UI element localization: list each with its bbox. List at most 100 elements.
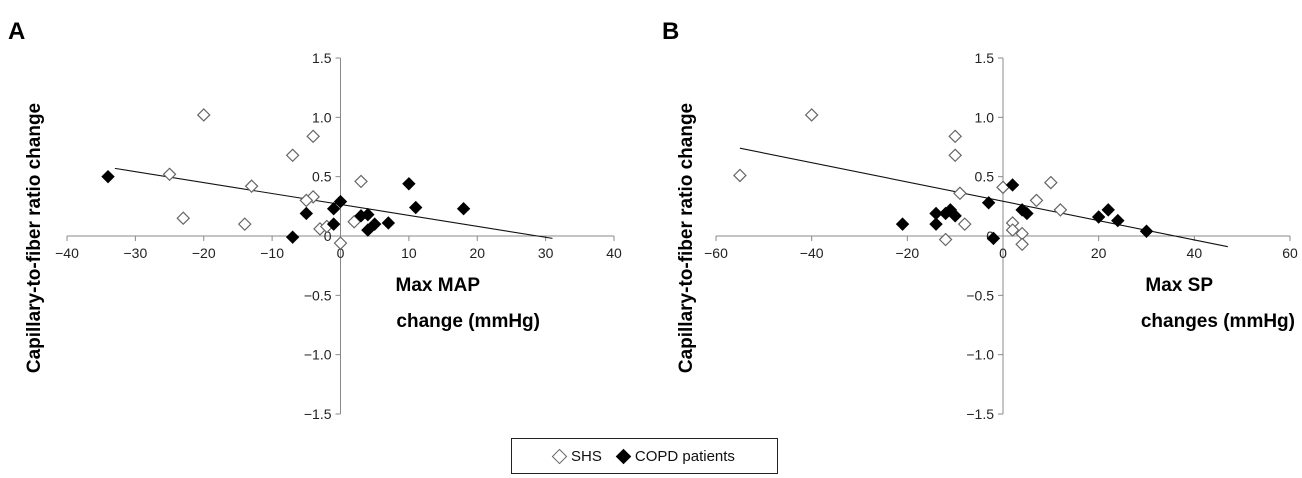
panel-a-shs-point — [237, 217, 252, 231]
panel-a-shs-point — [347, 214, 362, 229]
panel-b-copd-point — [948, 209, 962, 223]
panel-b-shs-point — [938, 232, 953, 247]
panel-a-y-tick-label: 0 — [324, 228, 332, 244]
panel-b-chart: B Capillary-to-fiber ratio change Max SP… — [662, 18, 1298, 422]
panel-a-shs-point — [306, 129, 320, 144]
panel-b-x-tick-label: 60 — [1282, 245, 1298, 261]
panel-b-shs-point — [996, 180, 1010, 195]
open-diamond-icon — [551, 448, 568, 464]
panel-a-y-axis-label: Capillary-to-fiber ratio change — [24, 103, 45, 373]
panel-a-copd-point — [326, 201, 341, 216]
panel-a-y-tick-label: −1.0 — [304, 347, 332, 363]
panel-b-trendline-group — [739, 147, 1228, 248]
panel-b-shs-point — [804, 108, 819, 122]
panel-b-shs-point — [1029, 193, 1044, 208]
panel-b-shs-point — [1005, 223, 1020, 237]
panel-b-x-tick-label: −40 — [800, 245, 824, 261]
panel-b-shs-point — [1053, 203, 1068, 217]
panel-b-y-tick-label: −1.5 — [966, 406, 994, 422]
panel-a-x-tick-label: 0 — [337, 245, 345, 261]
panel-a-shs-point — [299, 193, 314, 208]
panel-b-copd-point — [929, 217, 943, 231]
panel-b-shs-point — [948, 148, 963, 163]
panel-a-copd-point — [299, 206, 314, 221]
panel-a-copd-point — [361, 207, 375, 222]
panel-b-copd-point — [1101, 203, 1115, 217]
panel-b-y-axis-label: Capillary-to-fiber ratio change — [676, 103, 697, 373]
panel-a-x-axis-label-line2: change (mmHg) — [396, 311, 540, 332]
panel-a-copd-point — [361, 223, 375, 237]
panel-a-copd-point — [409, 200, 423, 215]
panel-a-letter: A — [8, 18, 25, 45]
panel-b-shs-point — [733, 168, 747, 183]
panel-a-x-tick-label: −40 — [55, 245, 79, 261]
panel-a-x-tick-label: 30 — [538, 245, 554, 261]
legend-item-shs: SHS — [551, 447, 602, 465]
panel-b-x-tick-label: −20 — [895, 245, 919, 261]
panel-a-x-axis-label-line1: Max MAP — [396, 275, 481, 296]
panel-a-x-tick-label: −20 — [192, 245, 216, 261]
panel-a-copd-point — [333, 194, 348, 209]
panel-a-x-tick-label: −30 — [124, 245, 148, 261]
panel-a-y-tick-label: 0.5 — [312, 169, 332, 185]
panel-a-shs-point — [285, 148, 300, 163]
panel-b-x-axis-label-line2: changes (mmHg) — [1141, 311, 1295, 332]
panel-a-shs-point — [162, 167, 177, 182]
panel-a-copd-point — [381, 216, 396, 230]
panel-a-points — [101, 108, 471, 250]
legend-label-copd: COPD patients — [634, 447, 735, 465]
panel-a-copd-point — [456, 201, 471, 216]
panel-a-shs-point — [244, 179, 259, 194]
panel-b-copd-point — [1091, 210, 1106, 224]
panel-b-copd-point — [1005, 178, 1020, 192]
panel-b-y-tick-label: 1.0 — [975, 109, 995, 125]
panel-a-copd-point — [101, 169, 115, 184]
panel-b-copd-point — [1111, 213, 1125, 228]
panel-b-shs-point — [948, 129, 963, 144]
panel-b-trendline — [739, 147, 1228, 248]
panel-b-shs-point — [1015, 237, 1029, 252]
legend-label-shs: SHS — [571, 447, 602, 465]
panel-b-shs-point — [1043, 175, 1058, 190]
panel-a-shs-point — [176, 211, 191, 226]
panel-a-x-tick-label: −10 — [260, 245, 284, 261]
panel-a-y-tick-label: −1.5 — [304, 406, 332, 422]
panel-b-x-tick-label: 20 — [1091, 245, 1107, 261]
panel-b-shs-point — [957, 217, 972, 231]
panel-a-x-tick-label: 20 — [469, 245, 485, 261]
panel-b-y-tick-label: −1.0 — [966, 347, 994, 363]
panel-a-x-tick-label: 10 — [401, 245, 417, 261]
panel-b-points — [733, 108, 1154, 252]
panel-a-shs-point — [196, 108, 211, 122]
panel-a-y-tick-label: −0.5 — [304, 287, 332, 303]
panel-b-x-tick-label: 40 — [1187, 245, 1203, 261]
panel-a-copd-point — [285, 230, 300, 244]
panel-a-y-tick-label: 1.5 — [312, 50, 332, 66]
panel-b-copd-point — [1139, 224, 1154, 238]
panel-a-copd-point — [402, 177, 416, 191]
panel-a-copd-point — [326, 217, 341, 231]
panel-a-x-tick-label: 40 — [606, 245, 622, 261]
panel-a-shs-point — [354, 174, 368, 189]
panel-b-x-tick-label: 0 — [999, 245, 1007, 261]
panel-b-copd-point — [895, 217, 910, 231]
panel-a-y-tick-label: 1.0 — [312, 109, 332, 125]
filled-diamond-icon — [615, 448, 632, 464]
panel-b-x-tick-label: −60 — [704, 245, 728, 261]
legend: SHS COPD patients — [511, 438, 778, 474]
panel-b-y-tick-label: 1.5 — [975, 50, 995, 66]
figure: A Capillary-to-fiber ratio change Max MA… — [8, 18, 1298, 422]
legend-item-copd: COPD patients — [615, 447, 735, 465]
panel-b-letter: B — [662, 18, 679, 45]
panel-b-y-tick-label: 0.5 — [975, 169, 995, 185]
panel-a-copd-point — [367, 217, 382, 231]
panel-a-chart: A Capillary-to-fiber ratio change Max MA… — [8, 18, 622, 422]
panel-b-copd-point — [986, 231, 1001, 246]
panel-a-axes: −40 −30 −20 −10 0 10 20 30 40 1.5 1.0 0.5 0 −0.5 −1.0 −… — [55, 50, 622, 422]
panel-b-shs-point — [953, 186, 967, 201]
panel-b-copd-point — [1020, 206, 1034, 221]
panel-b-x-axis-label-line1: Max SP — [1145, 275, 1213, 296]
panel-a-shs-point — [333, 236, 348, 250]
panel-b-copd-point — [981, 196, 996, 210]
